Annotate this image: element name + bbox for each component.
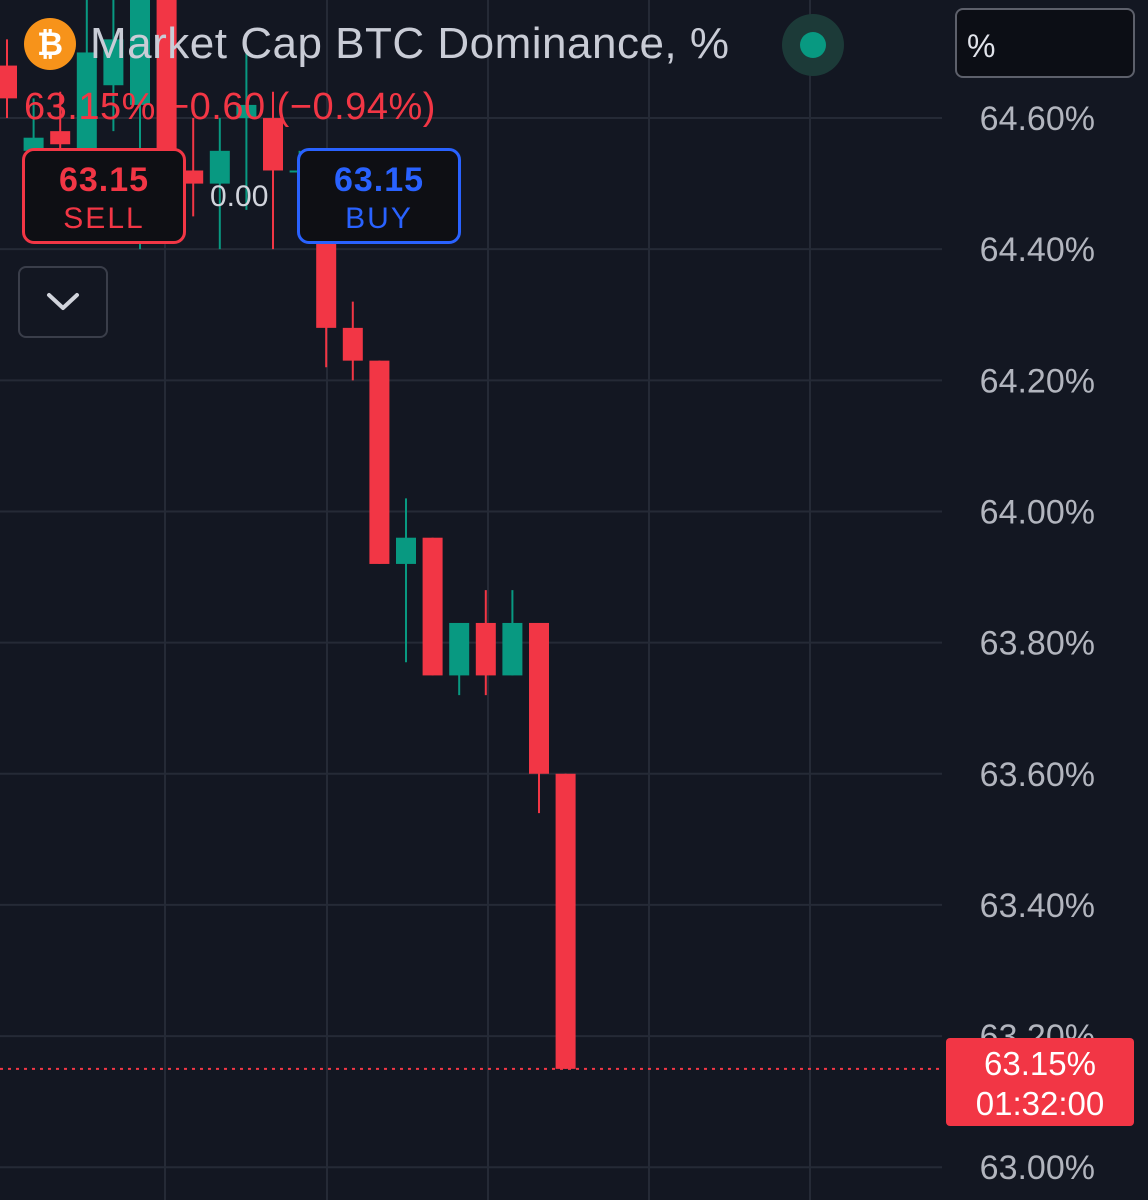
candle-body — [50, 131, 71, 145]
bitcoin-icon: ₿ — [24, 18, 76, 70]
buy-button[interactable]: 63.15 BUY — [297, 148, 461, 244]
y-tick-label: 64.40% — [980, 231, 1095, 269]
spread-value: 0.00 — [210, 180, 269, 213]
candle-body — [529, 622, 549, 774]
last-price-value: 63.15% — [984, 1045, 1096, 1082]
buy-label: BUY — [345, 202, 413, 235]
sell-label: SELL — [63, 202, 145, 235]
unit-selector[interactable]: % — [955, 8, 1135, 78]
candle-body — [263, 118, 283, 171]
y-tick-label: 63.60% — [980, 756, 1095, 794]
candle-body — [316, 216, 337, 328]
candle-body — [449, 622, 470, 676]
chevron-down-icon — [47, 293, 79, 310]
candle-body — [475, 622, 496, 676]
y-tick-label: 64.20% — [980, 362, 1095, 400]
candle-body — [555, 773, 576, 1069]
y-tick-label: 63.40% — [980, 887, 1095, 925]
last-price-tag: 63.15% 01:32:00 — [946, 1038, 1134, 1126]
y-tick-label: 64.60% — [980, 100, 1095, 138]
bar-countdown: 01:32:00 — [975, 1085, 1105, 1122]
candle-body — [183, 170, 204, 184]
candle-body — [502, 622, 523, 676]
candle-body — [23, 137, 44, 151]
chart-title: Market Cap BTC Dominance, % — [90, 19, 730, 68]
chart-header: ₿ Market Cap BTC Dominance, % — [24, 18, 730, 70]
candle-body — [103, 39, 124, 86]
candle-body — [130, 0, 150, 105]
candle-body — [0, 65, 17, 99]
price-change-line: 63.15% −0.60 (−0.94%) — [24, 86, 436, 128]
candle-body — [369, 360, 390, 564]
candle-body — [396, 537, 416, 564]
y-tick-label: 63.00% — [980, 1149, 1095, 1187]
market-status-indicator[interactable] — [782, 14, 844, 76]
candle-body — [342, 327, 363, 361]
candle-body — [156, 0, 177, 171]
y-tick-label: 63.80% — [980, 625, 1095, 663]
sell-button[interactable]: 63.15 SELL — [22, 148, 186, 244]
status-dot-icon — [800, 32, 826, 58]
sell-price: 63.15 — [58, 161, 150, 199]
buy-price: 63.15 — [333, 161, 425, 199]
candle-body — [76, 52, 97, 151]
collapse-button[interactable] — [18, 266, 108, 338]
candle-body — [209, 150, 230, 184]
y-tick-label: 64.00% — [980, 493, 1095, 531]
candle-body — [236, 104, 257, 119]
candle-body — [422, 537, 443, 676]
